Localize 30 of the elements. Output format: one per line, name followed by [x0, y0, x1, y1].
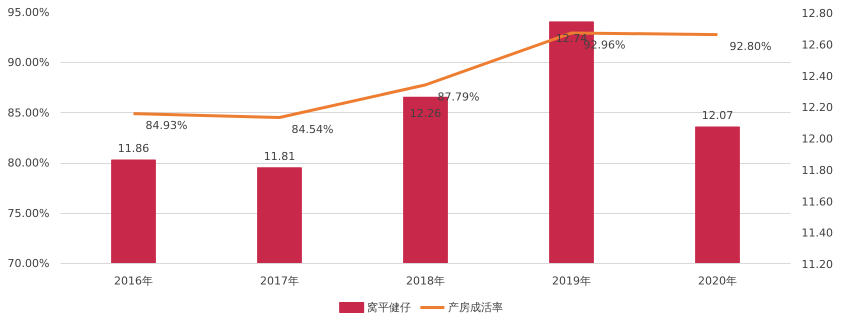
y2-tick-label: 12.40 [802, 70, 833, 83]
y2-tick-label: 12.60 [802, 38, 833, 52]
y-tick-label: 75.00% [8, 206, 50, 220]
x-tick-label: 2016年 [114, 274, 154, 288]
data-label: 84.93% [146, 119, 188, 132]
y2-tick-label: 12.20 [802, 101, 833, 114]
y-tick-label: 85.00% [8, 106, 50, 120]
data-label: 12.26 [410, 107, 442, 120]
x-tick-label: 2018年 [406, 274, 446, 288]
legend-label: 窝平健仔 [367, 301, 412, 314]
y2-tick-label: 12.00 [802, 132, 833, 146]
x-tick-label: 2020年 [698, 274, 738, 288]
legend-label: 产房成活率 [448, 301, 503, 314]
x-tick-label: 2019年 [552, 274, 592, 288]
y-tick-label: 90.00% [8, 56, 50, 70]
data-label: 87.79% [438, 90, 480, 104]
y2-tick-label: 11.40 [802, 226, 833, 240]
y-tick-label: 95.00% [8, 6, 50, 19]
data-label: 12.07 [702, 109, 734, 122]
y2-tick-label: 12.80 [802, 7, 833, 20]
data-label: 11.86 [118, 142, 150, 155]
x-tick-label: 2017年 [260, 274, 300, 288]
y2-tick-label: 11.80 [802, 164, 833, 177]
data-label: 92.80% [730, 40, 772, 54]
y-tick-label: 80.00% [8, 156, 50, 170]
y2-tick-label: 11.60 [802, 195, 833, 208]
data-label: 84.54% [292, 123, 334, 136]
y-tick-label: 70.00% [8, 257, 50, 270]
data-label: 11.81 [264, 150, 296, 163]
y2-tick-label: 11.20 [802, 258, 833, 271]
